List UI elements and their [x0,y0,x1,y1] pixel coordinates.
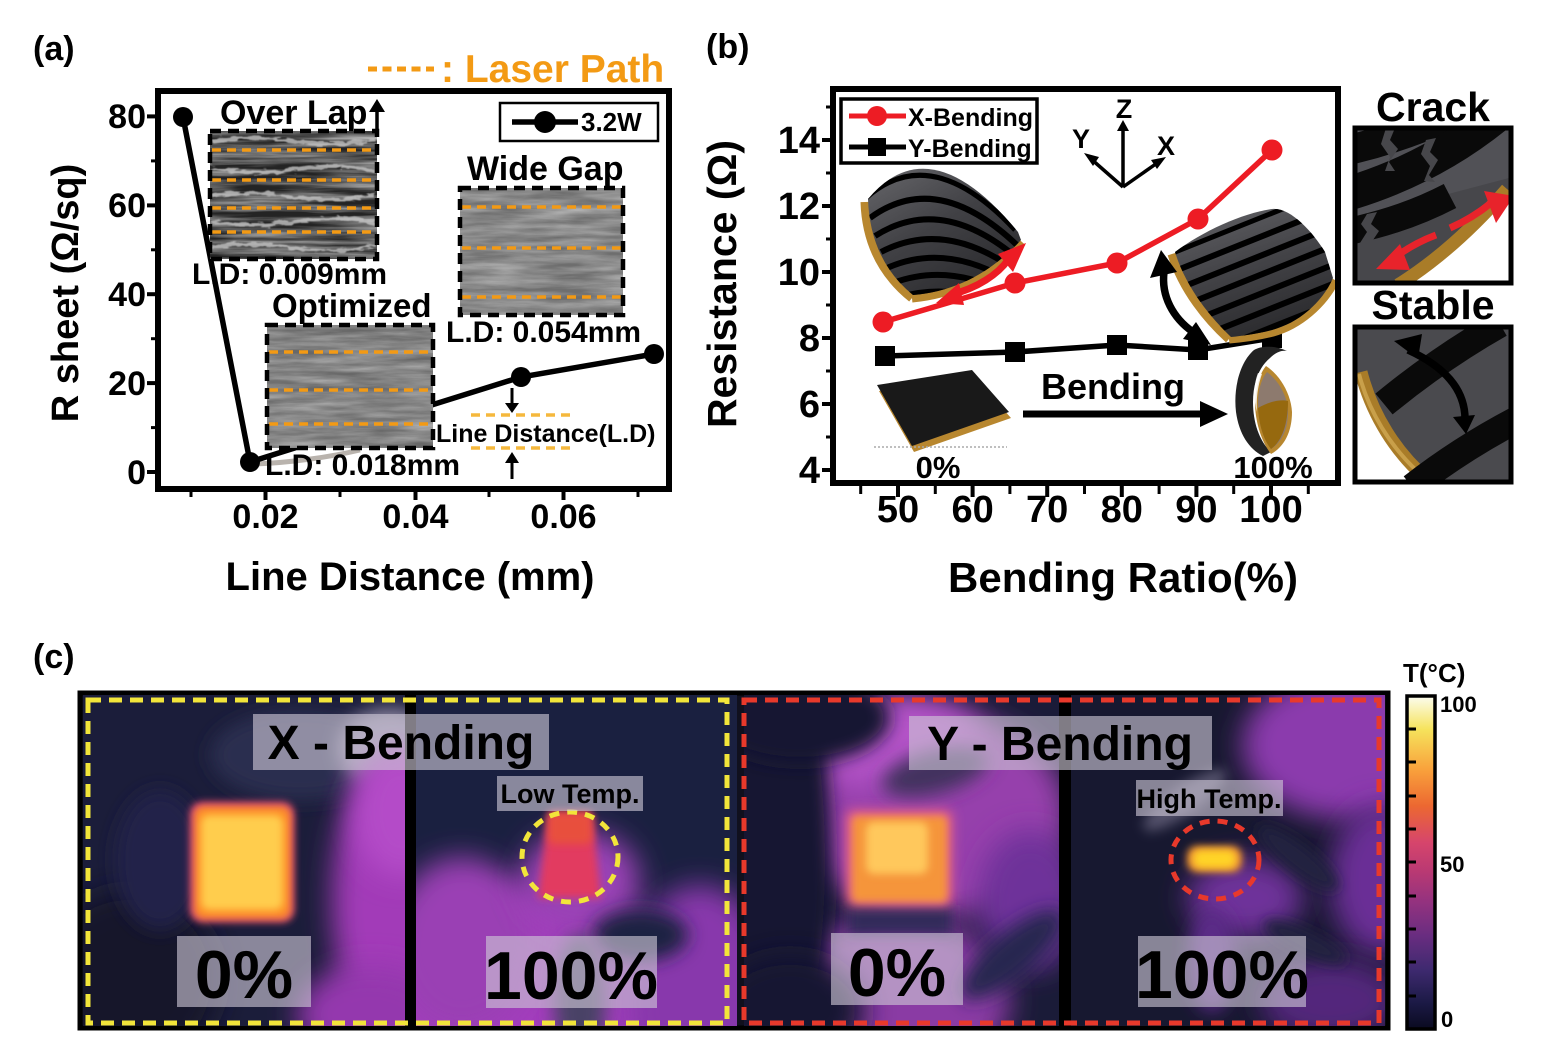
svg-text:X - Bending: X - Bending [268,717,535,770]
svg-text:14: 14 [778,120,820,162]
svg-text:0%: 0% [195,937,293,1013]
svg-text:Y-Bending: Y-Bending [908,135,1032,163]
svg-text:(c): (c) [33,638,75,676]
svg-text:80: 80 [1101,489,1143,531]
svg-text:12: 12 [778,186,820,228]
svg-text:Optimized: Optimized [272,287,432,324]
svg-text:High Temp.: High Temp. [1137,784,1282,814]
svg-text:Z: Z [1116,94,1133,124]
svg-text:100%: 100% [1135,937,1309,1013]
svg-text:100: 100 [1239,489,1302,531]
svg-text:Resistance (Ω): Resistance (Ω) [699,140,745,428]
svg-text:Crack: Crack [1376,84,1490,130]
svg-text:X-Bending: X-Bending [908,104,1033,132]
svg-text:0%: 0% [916,450,961,485]
svg-text:0: 0 [127,454,146,492]
svg-text:R sheet (Ω/sq): R sheet (Ω/sq) [45,164,87,423]
svg-text:60: 60 [108,187,146,225]
svg-text:L.D: 0.054mm: L.D: 0.054mm [446,316,641,349]
svg-text:100%: 100% [484,938,658,1014]
svg-text:Bending Ratio(%): Bending Ratio(%) [948,554,1298,601]
svg-text:50: 50 [1440,852,1464,877]
svg-text:0.02: 0.02 [232,498,298,536]
svg-text:3.2W: 3.2W [581,107,642,137]
svg-text:0.06: 0.06 [530,498,596,536]
svg-text:70: 70 [1026,489,1068,531]
svg-text:4: 4 [799,450,820,492]
svg-text:40: 40 [108,276,146,314]
svg-text:100: 100 [1440,692,1477,717]
svg-text:6: 6 [799,384,820,426]
svg-text:: Laser Path: : Laser Path [441,48,664,91]
svg-text:80: 80 [108,98,146,136]
svg-text:Y - Bending: Y - Bending [927,718,1193,771]
svg-text:(b): (b) [706,28,749,66]
svg-text:(a): (a) [33,30,75,68]
svg-text:T(°C): T(°C) [1403,658,1465,688]
svg-text:Y: Y [1072,124,1090,154]
svg-text:0: 0 [1441,1007,1453,1032]
svg-text:Low Temp.: Low Temp. [501,779,640,809]
svg-text:10: 10 [778,252,820,294]
svg-text:20: 20 [108,365,146,403]
svg-text:60: 60 [951,489,993,531]
svg-text:Line Distance (mm): Line Distance (mm) [226,555,595,599]
svg-text:0%: 0% [848,935,946,1011]
svg-text:Line Distance(L.D): Line Distance(L.D) [436,420,655,448]
svg-text:90: 90 [1175,489,1217,531]
svg-text:50: 50 [877,489,919,531]
svg-text:Bending: Bending [1041,366,1185,407]
svg-text:X: X [1157,131,1175,161]
svg-text:100%: 100% [1233,450,1312,485]
svg-text:0.04: 0.04 [382,498,448,536]
svg-text:L.D: 0.018mm: L.D: 0.018mm [265,449,460,482]
svg-text:Stable: Stable [1371,282,1494,328]
svg-text:L.D: 0.009mm: L.D: 0.009mm [192,258,387,291]
svg-text:Wide Gap: Wide Gap [467,150,624,188]
svg-text:Over Lap: Over Lap [220,94,367,132]
svg-text:8: 8 [799,318,820,360]
